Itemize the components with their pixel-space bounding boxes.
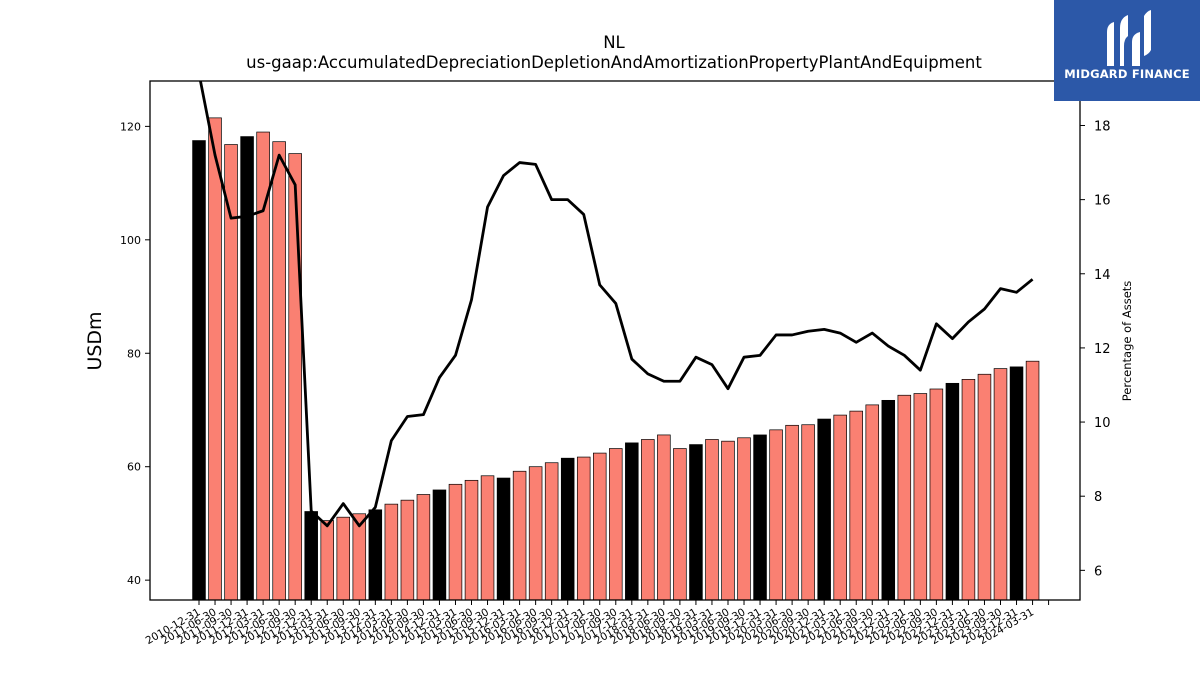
y-right-tick-label: 12 [1094,342,1111,357]
bar [512,470,527,601]
bar [625,442,639,601]
bar [881,399,896,601]
bar [416,494,431,601]
bar [544,462,559,601]
line-layer [199,81,1034,528]
bar [721,440,735,601]
midgard-logo-icon [1107,10,1151,66]
bar [929,388,944,601]
bar [256,131,270,601]
y-tick-label: 60 [127,461,141,474]
bar [993,368,1008,601]
bar [817,418,831,601]
chart-subtitle: us-gaap:AccumulatedDepreciationDepletion… [246,53,982,72]
bar [432,489,447,601]
bar [865,404,880,601]
bar [737,437,751,601]
y-right-tick-label: 6 [1094,564,1102,579]
bar [961,379,976,601]
bar [288,153,302,601]
bar [897,394,912,601]
bar [464,479,479,601]
bar [849,410,863,601]
bar [480,475,495,601]
bar [384,503,399,601]
bar [833,414,847,601]
bar [913,393,928,601]
bar [673,448,687,601]
bar [320,520,334,601]
bar [641,439,655,601]
plot-frame [149,80,1081,601]
bar [528,466,543,601]
bar [689,444,703,601]
y-right-tick-label: 14 [1094,268,1111,283]
y-right-tick-label: 18 [1094,119,1111,134]
bar [1009,366,1024,601]
bar [769,429,783,601]
bar [560,457,575,601]
brand-name: MIDGARD FINANCE [1064,67,1190,81]
bar [496,477,511,601]
y-right-tick-label: 8 [1094,490,1102,505]
y-axis-right-label: Percentage of Assets [1120,281,1134,402]
y-tick-label: 120 [120,120,141,133]
y-right-tick-label: 10 [1094,416,1111,431]
bar [400,499,415,601]
bar [609,448,623,601]
bar [1025,360,1040,601]
bar [657,434,671,601]
y-tick-label: 100 [120,234,141,247]
y-right-tick-label: 16 [1094,194,1111,209]
bar [592,452,607,601]
bar [208,117,222,601]
chart-title: NL [603,33,625,52]
bar [336,516,351,601]
bar [192,140,206,601]
axis-layer: 4060801001206810121416182010-12-312011-0… [120,119,1111,647]
bar [785,424,799,601]
bar [368,509,383,601]
bar [705,439,719,601]
bar [576,456,591,601]
bar [272,141,286,601]
bar [801,424,815,601]
bars-layer [192,117,1040,601]
bar [945,382,960,601]
bar [977,373,992,601]
bar [240,136,254,601]
line-series [199,81,1034,528]
y-tick-label: 80 [127,347,141,360]
bar [304,511,318,601]
bar [448,483,463,601]
brand-logo: MIDGARD FINANCE [1054,0,1200,101]
bar [753,434,767,601]
y-axis-label: USDm [84,311,106,370]
y-tick-label: 40 [127,574,141,587]
